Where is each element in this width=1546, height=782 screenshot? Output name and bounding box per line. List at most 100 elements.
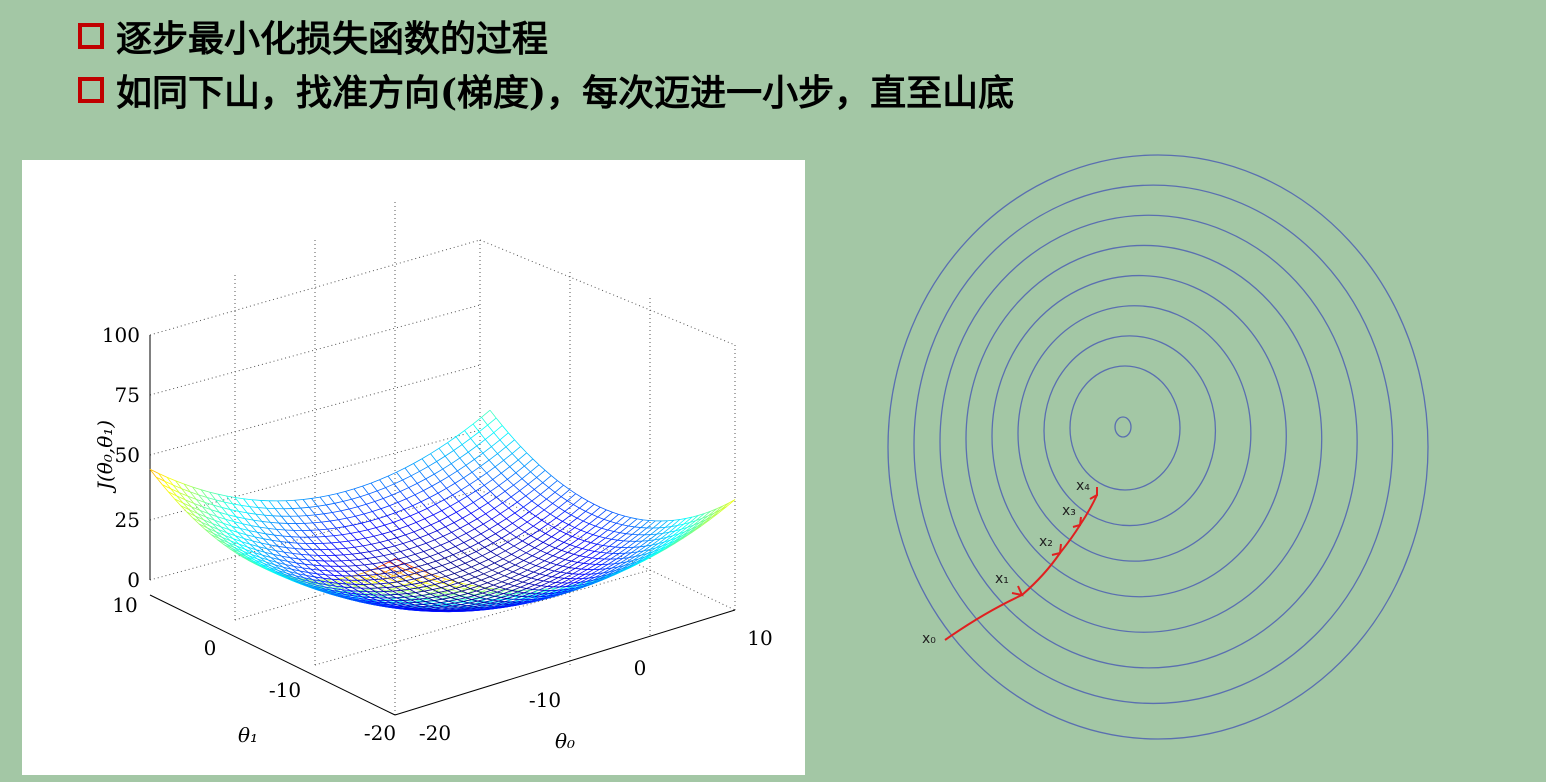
bullet-text: 逐步最小化损失函数的过程 — [116, 18, 549, 60]
mesh-line — [303, 577, 313, 580]
mesh-line — [497, 588, 506, 593]
mesh-line — [370, 479, 380, 484]
mesh-line — [541, 585, 548, 587]
mesh-line — [240, 551, 250, 557]
mesh-line — [458, 555, 468, 560]
mesh-line — [507, 479, 514, 486]
mesh-line — [386, 512, 396, 517]
mesh-line — [595, 519, 605, 527]
mesh-line — [495, 533, 502, 539]
mesh-line — [442, 598, 449, 602]
mesh-line — [370, 568, 379, 571]
mesh-line — [429, 556, 437, 562]
mesh-line — [484, 547, 491, 552]
mesh-line — [561, 578, 571, 584]
mesh-line — [261, 521, 271, 523]
mesh-line — [484, 587, 492, 591]
mesh-line — [237, 552, 247, 557]
mesh-line — [584, 569, 594, 575]
mesh-line — [275, 550, 285, 553]
mesh-line — [474, 459, 481, 467]
mesh-line — [162, 484, 171, 490]
mesh-line — [202, 506, 212, 511]
mesh-line — [423, 490, 430, 498]
mesh-line — [193, 503, 203, 508]
mesh-line — [335, 527, 343, 535]
mesh-line — [325, 535, 334, 537]
mesh-line — [204, 501, 214, 506]
mesh-line — [191, 506, 198, 514]
mesh-line — [395, 508, 405, 514]
mesh-line — [536, 470, 546, 478]
mesh-line — [285, 564, 294, 567]
mesh-line — [445, 573, 455, 577]
mesh-line — [383, 555, 391, 562]
mesh-line — [664, 539, 671, 543]
mesh-line — [367, 574, 375, 580]
mesh-line — [183, 483, 193, 488]
mesh-line — [236, 545, 246, 550]
mesh-line — [392, 518, 402, 523]
mesh-line — [418, 563, 428, 567]
mesh-line — [378, 518, 385, 526]
mesh-line — [404, 467, 412, 477]
mesh-line — [582, 573, 592, 579]
mesh-line — [295, 523, 303, 531]
mesh-line — [557, 539, 565, 543]
mesh-line — [608, 574, 615, 578]
mesh-line — [652, 520, 662, 529]
mesh-line — [298, 558, 306, 565]
mesh-line — [571, 560, 578, 563]
mesh-line — [403, 505, 413, 510]
mesh-line — [567, 500, 574, 505]
mesh-line — [330, 542, 338, 550]
mesh-line — [248, 530, 256, 538]
mesh-line — [256, 563, 266, 569]
contour — [1114, 416, 1132, 438]
mesh-line — [631, 551, 638, 554]
mesh-line — [249, 506, 259, 508]
mesh-line — [389, 505, 396, 513]
mesh-line — [318, 528, 328, 531]
mesh-line — [518, 569, 528, 575]
mesh-line — [693, 518, 703, 526]
mesh-line — [554, 491, 562, 497]
mesh-line — [460, 484, 470, 491]
mesh-line — [435, 606, 444, 609]
mesh-line — [505, 588, 512, 591]
mesh-line — [447, 588, 456, 591]
z-tick-label: 75 — [115, 383, 140, 407]
mesh-line — [454, 602, 461, 605]
mesh-line — [647, 547, 656, 554]
mesh-line — [315, 560, 323, 567]
mesh-line — [648, 539, 655, 542]
mesh-line — [423, 551, 431, 557]
mesh-line — [490, 491, 497, 498]
mesh-line — [427, 461, 437, 467]
mesh-line — [220, 526, 228, 534]
mesh-line — [265, 533, 275, 536]
mesh-line — [600, 551, 607, 554]
mesh-line — [410, 599, 418, 603]
mesh-line — [334, 555, 342, 562]
mesh-line — [579, 555, 587, 558]
mesh-line — [415, 590, 425, 593]
mesh-line — [380, 562, 388, 568]
mesh-line — [517, 588, 527, 593]
mesh-line — [259, 526, 266, 535]
mesh-line — [512, 567, 522, 573]
mesh-line — [205, 516, 213, 524]
mesh-line — [650, 551, 658, 556]
mesh-line — [229, 509, 237, 518]
mesh-line — [475, 485, 485, 492]
mesh-line — [454, 573, 461, 578]
mesh-line — [583, 520, 590, 525]
mesh-line — [580, 577, 589, 583]
mesh-line — [219, 511, 228, 516]
mesh-line — [506, 598, 513, 603]
mesh-line — [563, 536, 573, 543]
mesh-line — [635, 534, 645, 542]
mesh-line — [323, 512, 333, 515]
mesh-line — [295, 575, 304, 579]
mesh-line — [481, 409, 491, 418]
